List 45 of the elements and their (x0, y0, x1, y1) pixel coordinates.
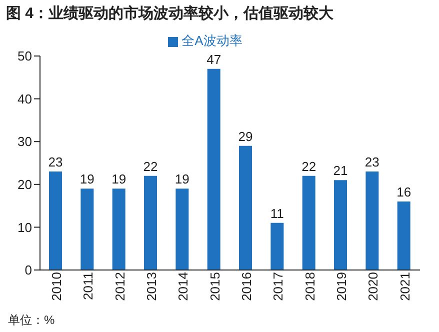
bar (112, 188, 126, 270)
data-label: 21 (333, 163, 348, 178)
bar (80, 188, 94, 270)
y-tick-label: 0 (24, 262, 32, 278)
data-label: 23 (48, 154, 63, 170)
bar (270, 222, 284, 270)
data-label: 19 (80, 172, 94, 187)
bar (334, 180, 347, 270)
x-tick-label: 2011 (80, 272, 96, 300)
data-label: 16 (396, 184, 412, 200)
data-label: 22 (302, 158, 316, 174)
data-label: 23 (364, 154, 380, 170)
x-tick-label: 2021 (397, 272, 412, 301)
x-tick-label: 2017 (270, 272, 286, 301)
bar (144, 176, 157, 270)
x-tick-label: 2018 (302, 272, 318, 301)
bar (176, 188, 189, 270)
bar (207, 68, 220, 270)
x-tick-label: 2010 (49, 272, 64, 301)
y-tick-label: 10 (18, 220, 32, 235)
x-tick-label: 2014 (176, 272, 191, 301)
y-tick-label: 40 (18, 91, 32, 106)
y-tick-label: 20 (18, 177, 32, 192)
data-label: 47 (206, 52, 222, 67)
x-tick-label: 2012 (112, 272, 128, 301)
legend-label: 全A波动率 (182, 33, 242, 48)
data-label: 22 (143, 158, 158, 174)
y-tick-label: 30 (18, 134, 32, 150)
data-label: 29 (238, 128, 253, 144)
data-label: 19 (112, 172, 126, 187)
x-tick-label: 2016 (239, 272, 254, 301)
y-tick-label: 50 (18, 48, 32, 64)
bar (397, 202, 410, 270)
chart-title: 图 4：业绩驱动的市场波动率较小，估值驱动较大 (6, 4, 334, 23)
bar (49, 172, 62, 270)
x-tick-label: 2013 (144, 272, 160, 301)
data-label: 11 (270, 206, 284, 221)
text: 单位：% (8, 313, 55, 327)
x-tick-label: 2015 (207, 272, 222, 301)
bar (239, 146, 252, 270)
data-label: 19 (174, 172, 190, 187)
bar (366, 172, 379, 270)
x-tick-label: 2019 (334, 272, 350, 301)
x-tick-label: 2020 (366, 272, 381, 301)
bar (302, 176, 316, 270)
